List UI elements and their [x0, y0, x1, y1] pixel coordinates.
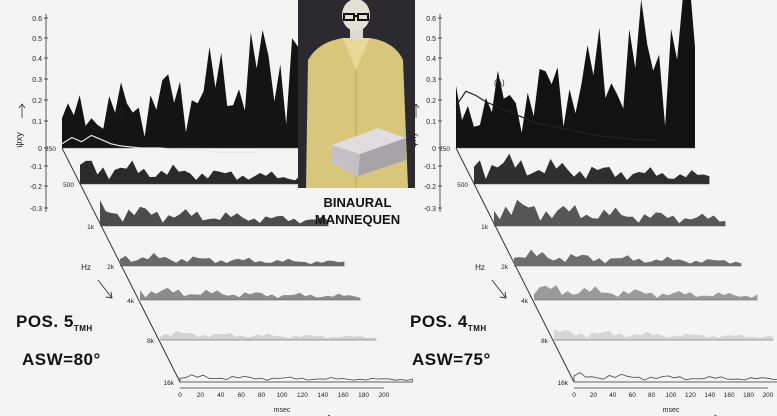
- left-freq-tick-label: 250: [45, 146, 56, 153]
- right-band-16k: [573, 372, 777, 383]
- right-y-tick-label: 0.1: [426, 119, 436, 126]
- right-time-tick-label: 80: [648, 392, 656, 399]
- right-band-2k: [514, 249, 742, 266]
- left-band-4k: [140, 287, 361, 300]
- right-y-tick-label: 0.6: [426, 16, 436, 23]
- right-y-tick-label: 0.2: [426, 98, 436, 105]
- right-freq-arrow-icon: [491, 279, 507, 299]
- right-asw-label: ASW=75°: [412, 350, 491, 369]
- right-time-tick-label: 120: [685, 392, 696, 399]
- left-y-axis-label: ψxy: [14, 132, 24, 148]
- right-freq-tick-label: 16k: [558, 380, 569, 387]
- left-freq-tick-label: 1k: [87, 224, 95, 231]
- left-y-tick-label: 0.3: [32, 77, 42, 84]
- left-freq-axis-label: Hz: [81, 263, 91, 272]
- right-freq-tick-label: 500: [457, 182, 468, 189]
- left-band-1k: [100, 200, 329, 226]
- left-curve-a-label: (A): [114, 111, 125, 120]
- left-freq-tick-label: 16k: [164, 380, 175, 387]
- caption-line-1: BINAURAL: [323, 195, 392, 210]
- left-band-8k: [160, 331, 377, 340]
- left-curve-a: [61, 134, 258, 153]
- left-time-tick-label: 60: [238, 392, 246, 399]
- right-position-label: POS. 4TMH: [410, 312, 487, 333]
- left-freq-tick-label: 2k: [107, 264, 115, 271]
- left-freq-tick-label: 4k: [127, 298, 135, 305]
- left-y-tick-label: -0.3: [30, 206, 42, 213]
- right-time-tick-label: 200: [763, 392, 774, 399]
- left-y-tick-label: 0.4: [32, 56, 42, 63]
- mannequin-caption: BINAURAL MANNEQUEN: [300, 194, 415, 228]
- left-freq-arrow-icon: [97, 279, 113, 299]
- left-y-tick-label: 0.2: [32, 98, 42, 105]
- left-y-tick-label: 0.5: [32, 36, 42, 43]
- right-band-1k: [494, 199, 726, 226]
- right-curve-a-label: (A): [494, 78, 505, 87]
- left-time-tick-label: 160: [338, 392, 349, 399]
- left-time-tick-label: 200: [379, 392, 390, 399]
- caption-line-2: MANNEQUEN: [314, 212, 401, 227]
- right-time-tick-label: 0: [572, 392, 576, 399]
- left-freq-tick-label: 500: [63, 182, 74, 189]
- right-y-tick-label: -0.2: [424, 184, 436, 191]
- right-time-tick-label: 100: [666, 392, 677, 399]
- left-time-tick-label: 120: [297, 392, 308, 399]
- right-freq-tick-label: 2k: [501, 264, 509, 271]
- right-curve-a: [455, 90, 655, 141]
- left-time-tick-label: 140: [317, 392, 328, 399]
- left-y-tick-label: 0.6: [32, 16, 42, 23]
- right-time-tick-label: 160: [724, 392, 735, 399]
- left-y-tick-label: -0.2: [30, 184, 42, 191]
- left-time-tick-label: 40: [217, 392, 225, 399]
- right-y-tick-label: 0.4: [426, 56, 436, 63]
- right-y-tick-label: 0.3: [426, 77, 436, 84]
- mannequin-photo: [298, 0, 415, 188]
- right-time-axis-label: msec: [663, 407, 680, 414]
- left-time-tick-label: 0: [178, 392, 182, 399]
- left-y-tick-label: -0.1: [30, 164, 42, 171]
- right-band-4k: [534, 285, 758, 300]
- right-band-250: [456, 0, 695, 148]
- right-freq-tick-label: 8k: [541, 338, 549, 345]
- left-y-tick-label: 0.1: [32, 119, 42, 126]
- left-position-label: POS. 5TMH: [16, 312, 93, 333]
- right-y-tick-label: -0.1: [424, 164, 436, 171]
- right-band-500: [474, 153, 710, 184]
- right-time-tick-label: 180: [743, 392, 754, 399]
- right-time-tick-label: 20: [590, 392, 598, 399]
- left-time-axis-label: msec: [274, 407, 291, 414]
- right-time-tick-label: 140: [704, 392, 715, 399]
- left-asw-label: ASW=80°: [22, 350, 101, 369]
- left-freq-tick-label: 8k: [147, 338, 155, 345]
- left-y-tick-label: 0: [38, 146, 42, 153]
- right-freq-tick-label: 1k: [481, 224, 489, 231]
- left-time-tick-label: 20: [197, 392, 205, 399]
- right-freq-tick-label: 4k: [521, 298, 529, 305]
- right-y-tick-label: -0.3: [424, 206, 436, 213]
- right-freq-axis-label: Hz: [475, 263, 485, 272]
- left-band-2k: [120, 253, 345, 266]
- left-time-tick-label: 80: [258, 392, 266, 399]
- mannequin-icon: [298, 0, 415, 188]
- right-band-8k: [554, 328, 774, 340]
- right-freq-tick-label: 250: [439, 146, 450, 153]
- right-y-tick-label: 0: [432, 146, 436, 153]
- left-time-tick-label: 100: [277, 392, 288, 399]
- left-time-tick-label: 180: [358, 392, 369, 399]
- right-time-tick-label: 40: [609, 392, 617, 399]
- left-band-500: [80, 160, 313, 184]
- left-band-250: [62, 29, 298, 148]
- left-band-16k: [179, 374, 413, 383]
- right-time-tick-label: 60: [629, 392, 637, 399]
- left-y-axis-arrow-icon: [18, 103, 26, 118]
- right-y-tick-label: 0.5: [426, 36, 436, 43]
